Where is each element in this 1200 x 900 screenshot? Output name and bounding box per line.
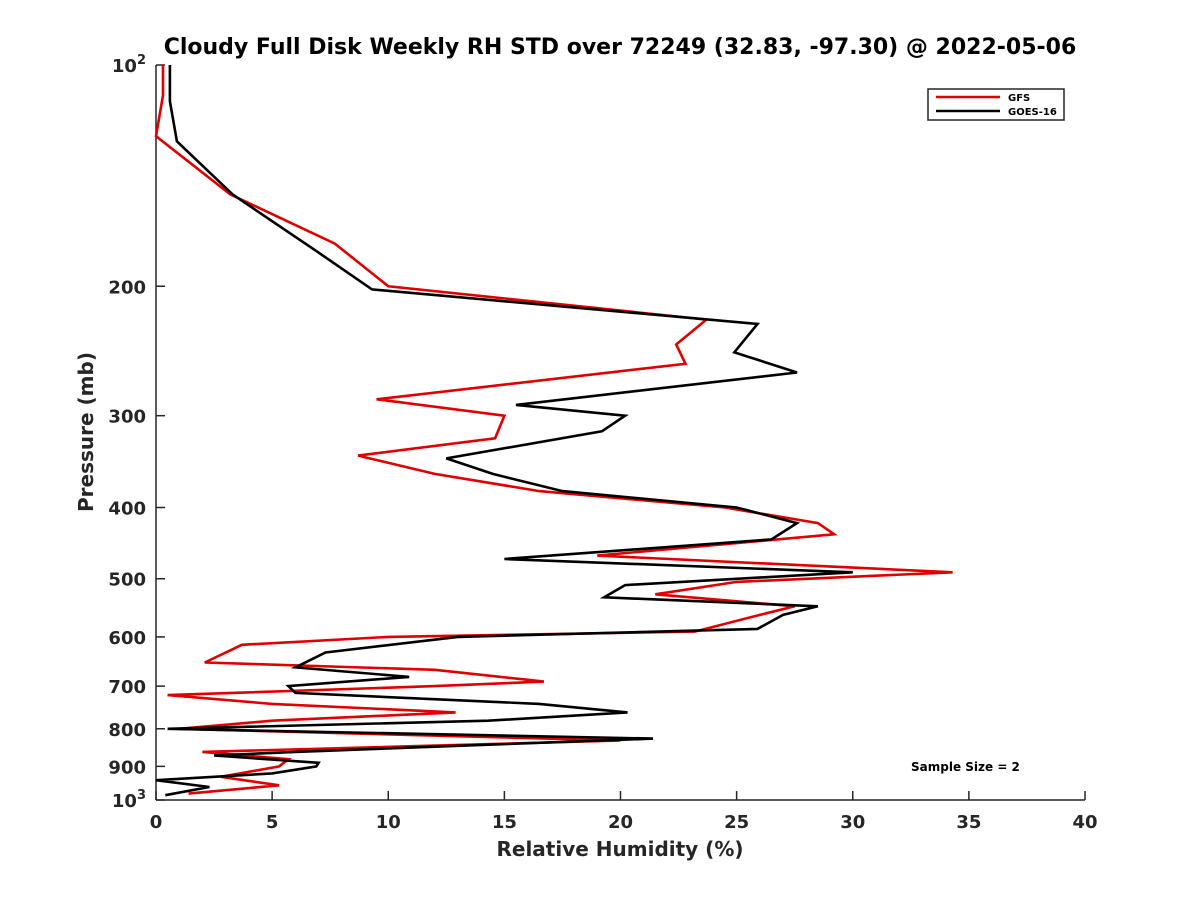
x-tick-label: 35: [956, 812, 981, 833]
legend-label: GFS: [1008, 93, 1030, 104]
y-tick-label: 103: [112, 788, 146, 812]
x-tick-label: 40: [1072, 812, 1097, 833]
y-tick-label: 200: [108, 277, 146, 298]
legend-box: [927, 88, 1065, 121]
series-line-goes-16: [155, 65, 853, 797]
legend: GFS GOES-16: [927, 88, 1065, 121]
y-tick-label: 400: [108, 499, 146, 520]
y-tick-label: 300: [108, 407, 146, 428]
x-tick-label: 0: [150, 812, 163, 833]
chart-title: Cloudy Full Disk Weekly RH STD over 7224…: [164, 35, 1077, 60]
x-tick-label: 15: [492, 812, 517, 833]
y-tick-label: 600: [108, 628, 146, 649]
x-tick-label: 10: [376, 812, 401, 833]
x-axis-ticks: 0 5 10 15 20 25 30 35 40: [150, 791, 1098, 833]
x-tick-label: 5: [266, 812, 279, 833]
y-tick-label: 500: [108, 570, 146, 591]
x-tick-label: 20: [608, 812, 633, 833]
y-tick-label: 102: [112, 53, 146, 77]
x-tick-label: 30: [840, 812, 865, 833]
y-tick-label: 700: [108, 677, 146, 698]
y-axis-ticks: 102 200 300 400 500 600 700 800 900 103: [108, 53, 165, 812]
y-axis-label: Pressure (mb): [74, 352, 98, 512]
x-axis-label: Relative Humidity (%): [496, 837, 743, 861]
legend-label: GOES-16: [1008, 107, 1057, 118]
series-layer: [154, 65, 953, 797]
y-tick-label: 800: [108, 720, 146, 741]
y-tick-label: 900: [108, 757, 146, 778]
series-line-gfs: [154, 65, 953, 795]
sample-size-annotation: Sample Size = 2: [911, 760, 1020, 774]
x-tick-label: 25: [724, 812, 749, 833]
